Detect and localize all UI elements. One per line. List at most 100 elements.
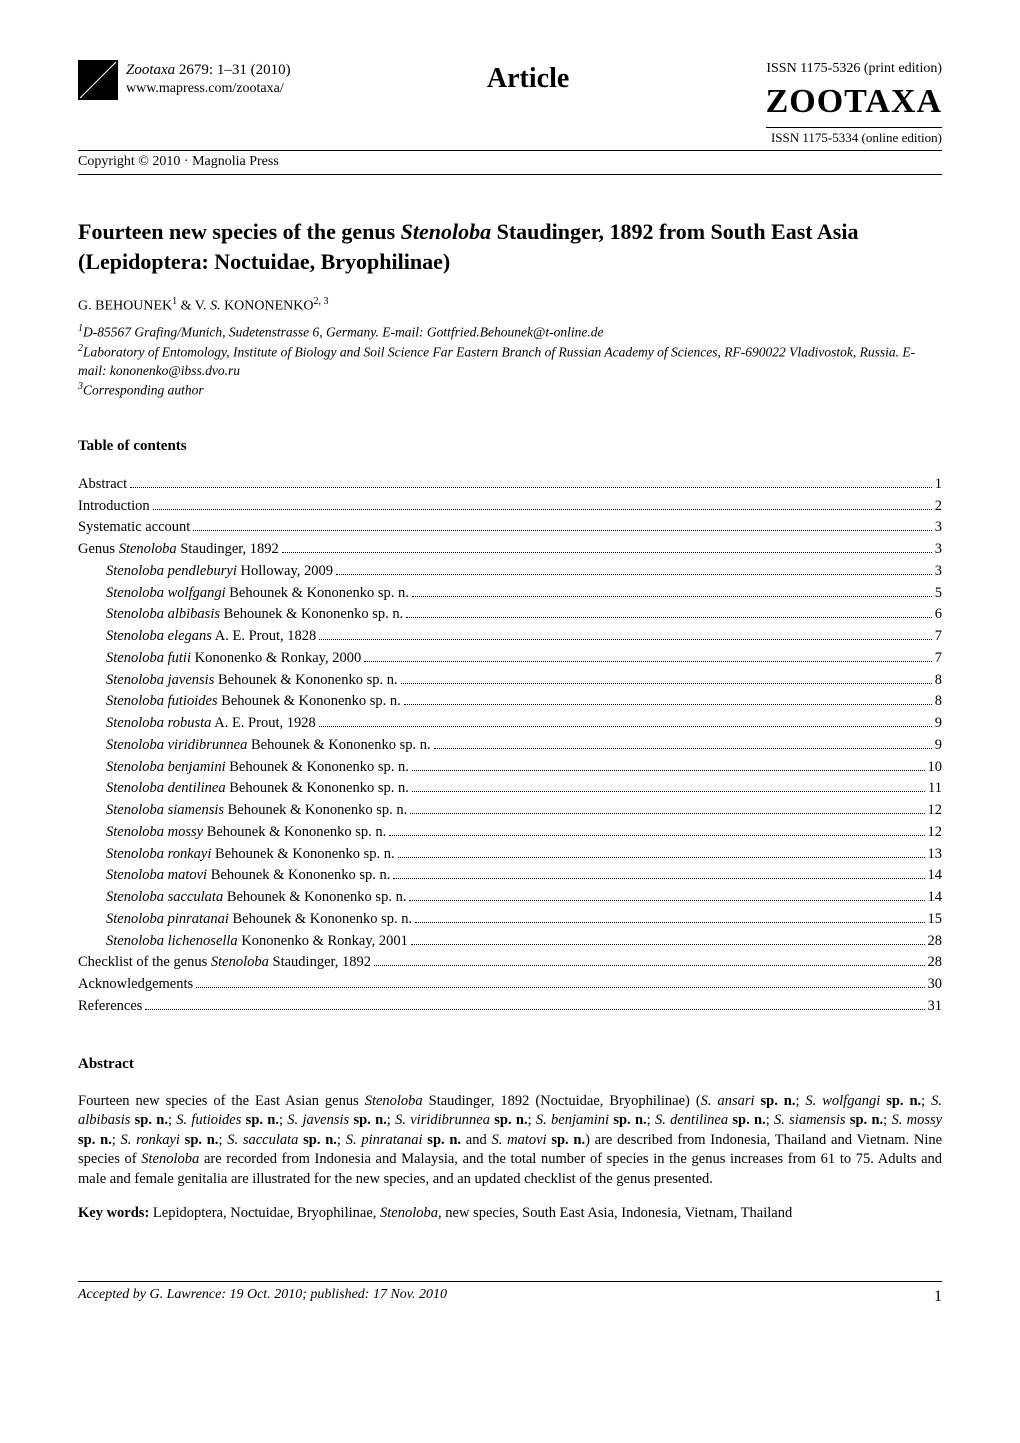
affiliation-line: 3Corresponding author <box>78 380 942 400</box>
article-label: Article <box>291 60 766 98</box>
issn-print: ISSN 1175-5326 (print edition) <box>766 60 942 79</box>
toc-page: 3 <box>935 517 942 539</box>
journal-header: Zootaxa 2679: 1–31 (2010) www.mapress.co… <box>78 60 942 146</box>
abstract-text: Fourteen new species of the East Asian g… <box>78 1092 942 1190</box>
authors: G. BEHOUNEK1 & V. S. KONONENKO2, 3 <box>78 295 942 317</box>
abstract: Fourteen new species of the East Asian g… <box>78 1092 942 1190</box>
title-genus: Stenoloba <box>401 219 491 244</box>
toc-line: Stenoloba siamensis Behounek & Kononenko… <box>78 800 942 822</box>
toc-label: Abstract <box>78 474 127 496</box>
toc-dot-leader <box>393 878 924 879</box>
page-number: 1 <box>934 1286 942 1308</box>
toc-dot-leader <box>364 661 932 662</box>
toc-dot-leader <box>193 530 931 531</box>
affiliation-line: 1D-85567 Grafing/Munich, Sudetenstrasse … <box>78 322 942 342</box>
toc-label: Stenoloba wolfgangi Behounek & Kononenko… <box>106 583 409 605</box>
toc-line: Stenoloba dentilinea Behounek & Kononenk… <box>78 778 942 800</box>
toc-page: 7 <box>935 626 942 648</box>
toc-line: Genus Stenoloba Staudinger, 1892 3 <box>78 539 942 561</box>
toc-page: 5 <box>935 583 942 605</box>
journal-reference: Zootaxa 2679: 1–31 (2010) <box>126 60 291 80</box>
toc-label: Systematic account <box>78 517 190 539</box>
toc-page: 14 <box>928 887 943 909</box>
toc-dot-leader <box>336 574 932 575</box>
toc-line: Stenoloba sacculata Behounek & Kononenko… <box>78 887 942 909</box>
toc-line: Stenoloba ronkayi Behounek & Kononenko s… <box>78 844 942 866</box>
toc-label: Stenoloba sacculata Behounek & Kononenko… <box>106 887 406 909</box>
toc-line: Stenoloba elegans A. E. Prout, 1828 7 <box>78 626 942 648</box>
toc-line: Stenoloba wolfgangi Behounek & Kononenko… <box>78 583 942 605</box>
toc-line: Stenoloba matovi Behounek & Kononenko sp… <box>78 865 942 887</box>
toc-line: Stenoloba benjamini Behounek & Kononenko… <box>78 757 942 779</box>
toc-label: Stenoloba siamensis Behounek & Kononenko… <box>106 800 407 822</box>
toc-dot-leader <box>434 748 932 749</box>
toc-dot-leader <box>319 726 932 727</box>
toc-dot-leader <box>319 639 932 640</box>
abstract-heading: Abstract <box>78 1054 942 1074</box>
issn-online: ISSN 1175-5334 (online edition) <box>766 127 942 147</box>
toc-label: Stenoloba pinratanai Behounek & Kononenk… <box>106 909 412 931</box>
toc-page: 1 <box>935 474 942 496</box>
journal-big-name: ZOOTAXA <box>766 79 942 125</box>
toc-label: Stenoloba futioides Behounek & Kononenko… <box>106 691 401 713</box>
toc-page: 9 <box>935 713 942 735</box>
toc-line: Stenoloba robusta A. E. Prout, 1928 9 <box>78 713 942 735</box>
paper-title: Fourteen new species of the genus Stenol… <box>78 217 942 276</box>
toc-page: 8 <box>935 691 942 713</box>
toc-line: Stenoloba albibasis Behounek & Kononenko… <box>78 604 942 626</box>
toc-label: Stenoloba ronkayi Behounek & Kononenko s… <box>106 844 395 866</box>
toc-page: 7 <box>935 648 942 670</box>
toc-dot-leader <box>153 509 932 510</box>
affiliations: 1D-85567 Grafing/Munich, Sudetenstrasse … <box>78 322 942 399</box>
toc-label: Stenoloba elegans A. E. Prout, 1828 <box>106 626 316 648</box>
toc-line: Stenoloba pinratanai Behounek & Kononenk… <box>78 909 942 931</box>
toc-page: 12 <box>928 822 943 844</box>
toc-label: Stenoloba robusta A. E. Prout, 1928 <box>106 713 316 735</box>
toc-page: 15 <box>928 909 943 931</box>
header-left: Zootaxa 2679: 1–31 (2010) www.mapress.co… <box>78 60 291 100</box>
toc-page: 14 <box>928 865 943 887</box>
toc-line: Abstract 1 <box>78 474 942 496</box>
toc-label: Stenoloba pendleburyi Holloway, 2009 <box>106 561 333 583</box>
toc-dot-leader <box>410 813 924 814</box>
toc-dot-leader <box>409 900 924 901</box>
toc-line: Stenoloba futii Kononenko & Ronkay, 2000… <box>78 648 942 670</box>
toc-page: 2 <box>935 496 942 518</box>
toc-dot-leader <box>145 1009 924 1010</box>
toc-line: Stenoloba viridibrunnea Behounek & Konon… <box>78 735 942 757</box>
toc-line: Introduction 2 <box>78 496 942 518</box>
toc-line: Stenoloba javensis Behounek & Kononenko … <box>78 670 942 692</box>
toc-page: 3 <box>935 539 942 561</box>
toc-label: Stenoloba benjamini Behounek & Kononenko… <box>106 757 409 779</box>
toc-line: References 31 <box>78 996 942 1018</box>
toc-line: Stenoloba pendleburyi Holloway, 2009 3 <box>78 561 942 583</box>
toc-page: 28 <box>928 952 943 974</box>
toc-dot-leader <box>406 617 932 618</box>
toc-line: Checklist of the genus Stenoloba Staudin… <box>78 952 942 974</box>
toc-label: References <box>78 996 142 1018</box>
toc-dot-leader <box>415 922 924 923</box>
copyright-row: Copyright © 2010 · Magnolia Press <box>78 150 942 175</box>
toc-dot-leader <box>398 857 925 858</box>
toc-page: 9 <box>935 735 942 757</box>
affiliation-line: 2Laboratory of Entomology, Institute of … <box>78 342 942 380</box>
toc-label: Stenoloba albibasis Behounek & Kononenko… <box>106 604 403 626</box>
toc-dot-leader <box>412 791 925 792</box>
toc-label: Stenoloba matovi Behounek & Kononenko sp… <box>106 865 390 887</box>
toc-page: 28 <box>928 931 943 953</box>
toc-dot-leader <box>374 965 924 966</box>
toc-label: Introduction <box>78 496 150 518</box>
toc-dot-leader <box>412 596 932 597</box>
toc-dot-leader <box>389 835 924 836</box>
toc-dot-leader <box>401 683 932 684</box>
toc-dot-leader <box>282 552 932 553</box>
toc-dot-leader <box>196 987 924 988</box>
toc-page: 3 <box>935 561 942 583</box>
toc-line: Systematic account 3 <box>78 517 942 539</box>
toc-page: 13 <box>928 844 943 866</box>
journal-url: www.mapress.com/zootaxa/ <box>126 80 291 99</box>
journal-name: Zootaxa <box>126 62 175 78</box>
publisher-logo-icon <box>78 60 118 100</box>
toc-page: 10 <box>928 757 943 779</box>
toc-dot-leader <box>130 487 932 488</box>
